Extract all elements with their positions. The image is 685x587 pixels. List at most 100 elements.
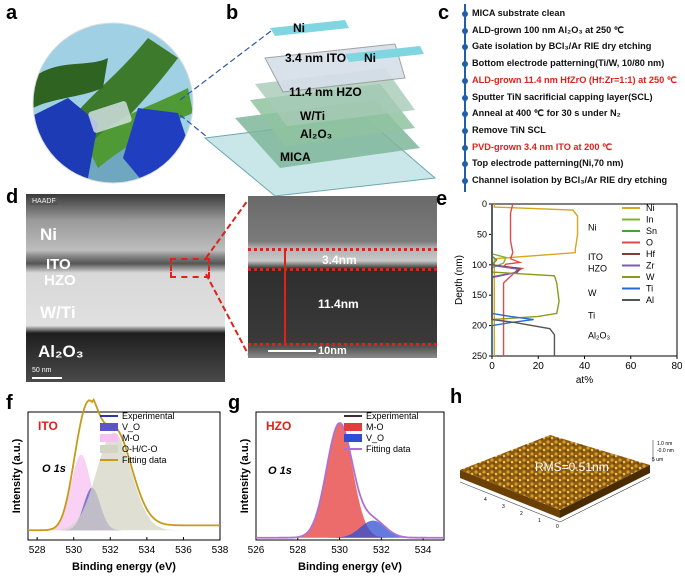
haadf-image [26,194,225,382]
legend-label: Fitting data [366,444,411,454]
layer-label-ito: 3.4 nm ITO [285,51,347,65]
x-tick-label: 530 [331,545,348,556]
tem-scale-label: 50 nm [32,367,52,374]
process-step: Gate isolation by BCl₃/Ar RIE dry etchin… [472,41,652,52]
panel-label-c: c [438,2,450,24]
afm-z-tick-min: -0.0 nm [657,448,674,454]
legend-label: M-O [122,433,140,443]
x-tick-label: 534 [139,545,156,556]
process-step: PVD-grown 3.4 nm ITO at 200 ℃ [472,141,613,152]
tem-label-al2o3: Al₂O₃ [38,342,84,362]
legend-label: Ti [646,284,653,294]
layer-ni-top-shape [270,20,349,36]
panel-label-a: a [6,2,18,24]
x-tick-label: 20 [533,361,545,372]
panel-label-d: d [6,186,19,208]
y-axis-label: Intensity (a.u.) [11,438,23,513]
tem-scale-bar [32,377,62,379]
legend-swatch [344,434,362,442]
x-tick-label: 528 [29,545,46,556]
series-o-line [502,203,525,356]
legend-label: Al [646,295,654,305]
step-dot [462,27,468,34]
legend-label: In [646,215,654,225]
y-axis-label: Depth (nm) [454,255,465,305]
legend-label: O [646,238,653,248]
tem-label-ito: ITO [46,256,71,273]
afm-x-tick-3: 3 [502,504,505,510]
x-axis-label: at% [576,375,593,386]
step-dot [462,94,468,101]
fitting-line [28,398,220,532]
x-axis-label: Binding energy (eV) [298,561,402,573]
layer-label-hzo: 11.4 nm HZO [289,85,362,99]
peak-label: O 1s [268,465,292,477]
step-dot [462,44,468,51]
hrtem-line-2 [248,268,437,271]
series-al-line [491,204,556,356]
step-dot [462,144,468,151]
process-step: ALD-grown 11.4 nm HfZrO (Hf:Zr=1:1) at 2… [472,74,678,85]
x-tick-label: 528 [289,545,306,556]
legend-swatch [100,423,118,431]
step-dot [462,178,468,184]
process-step: Bottom electrode patterning(Ti/W, 10/80 … [472,58,665,69]
process-step: Anneal at 400 ℃ for 30 s under N₂ [472,108,621,119]
component-m-o-area [28,454,220,531]
legend-label: Fitting data [122,455,167,465]
x-tick-label: 536 [175,545,192,556]
x-tick-label: 532 [373,545,390,556]
region-label: Ni [588,222,597,232]
hrtem-scale-label: 10nm [318,345,347,357]
series-ni-line [493,204,579,356]
legend-label: Experimental [366,411,419,421]
y-tick-label: 250 [472,351,487,361]
region-label: Ti [588,310,595,320]
tem-label-al2o3-text: Al₂O₃ [38,342,84,361]
step-dot [462,127,468,134]
layer-ni-right-shape [345,46,424,62]
legend-swatch [100,445,118,453]
afm-x-tick-4: 4 [484,497,487,503]
process-step: Top electrode patterning(Ni,70 nm) [472,158,624,169]
x-tick-label: 530 [65,545,82,556]
legend-label: M-O [366,422,384,432]
hrtem-line-1 [248,248,437,251]
step-dot [462,61,468,68]
layer-label-ni-top: Ni [293,21,305,35]
legend-label: Hf [646,249,655,259]
y-axis-label: Intensity (a.u.) [239,438,251,513]
haadf-tag: HAADF [30,198,58,205]
x-tick-label: 80 [671,361,682,372]
series-ti-line [491,204,534,356]
legend-label: Sn [646,226,657,236]
x-tick-label: 532 [102,545,119,556]
chart-title: ITO [38,419,58,433]
x-tick-label: 526 [248,545,265,556]
panel-label-e: e [436,188,448,210]
region-label: HZO [588,264,607,274]
plot-frame [27,411,221,541]
legend-label: W [646,272,655,282]
fitting-line [256,422,444,539]
hrtem-scale-bar [268,350,316,352]
device-stack-diagram [203,20,437,197]
legend-label: Ni [646,203,655,213]
region-label: ITO [588,252,603,262]
process-step: Remove TiN SCL [472,124,546,135]
afm-x-tick-0: 0 [556,524,559,530]
process-step: MICA substrate clean [472,8,566,18]
series-zr-line [491,204,519,356]
x-tick-label: 538 [212,545,228,556]
afm-x-tick-1: 1 [538,518,541,524]
legend-swatch [100,434,118,442]
panel-label-b: b [226,2,239,24]
afm-x-tick-2: 2 [520,511,523,517]
component-o-h-c-o-area [28,432,220,531]
legend-swatch [344,423,362,431]
y-tick-label: 150 [472,290,487,300]
step-dot [462,161,468,168]
xps-ito-chart: 528 530 532 534 536 538 Binding energy (eV) Int… [11,398,228,573]
afm-rms-label: RMS=0.51nm [535,460,609,474]
process-step: ALD-grown 100 nm Al₂O₃ at 250 ℃ [472,24,625,35]
